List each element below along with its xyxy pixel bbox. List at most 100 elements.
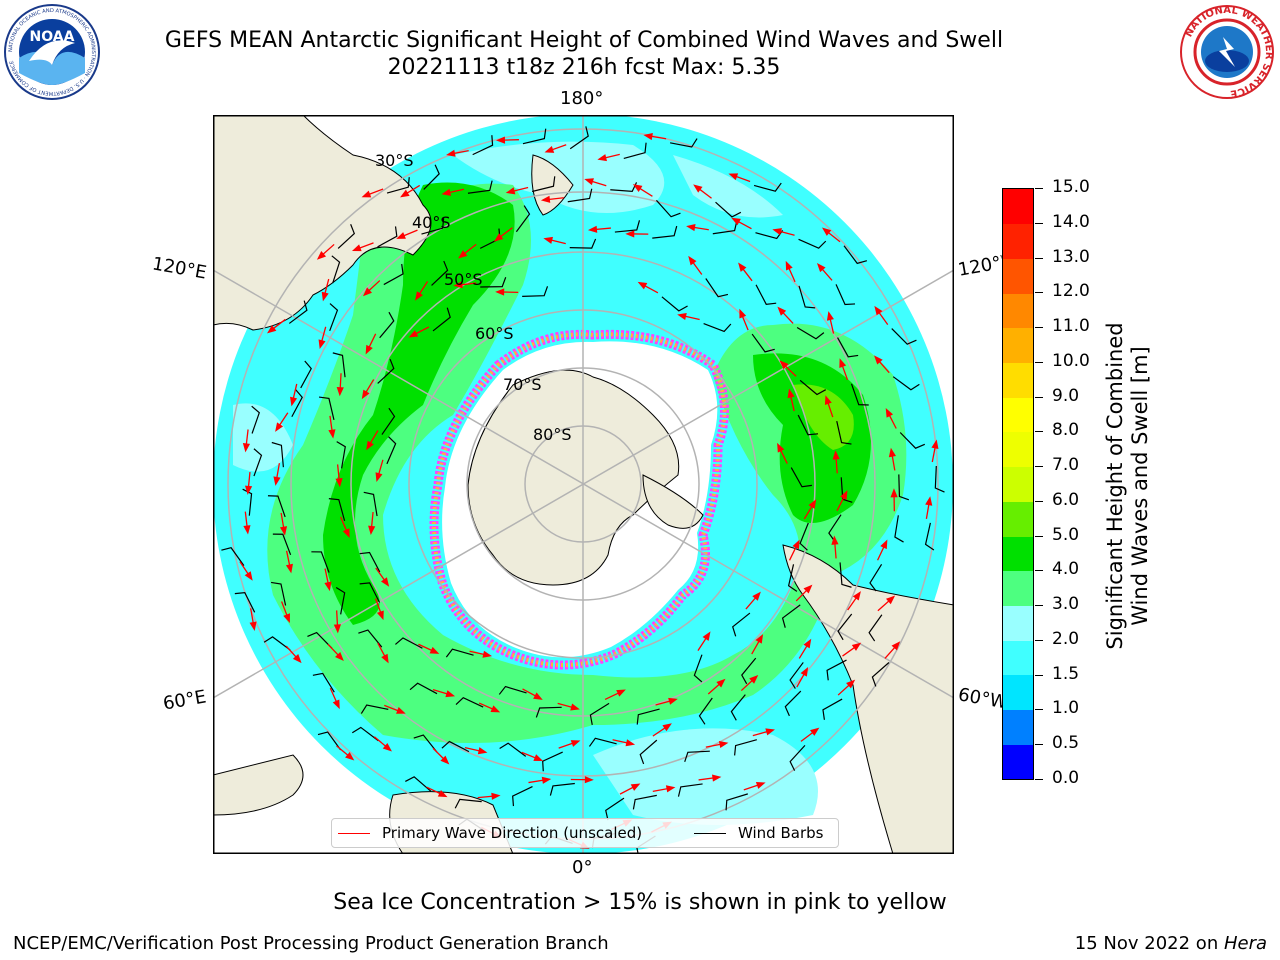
wind-barb <box>703 322 732 333</box>
wave-arrow-head <box>931 439 939 449</box>
wave-arrow-head <box>677 312 687 320</box>
colorbar-tick-label: 0.0 <box>1052 768 1080 788</box>
wave-arrow-head <box>429 646 440 654</box>
colorbar-tick <box>1035 292 1043 294</box>
wind-barb <box>331 255 341 284</box>
wave-arrow-head <box>625 739 636 747</box>
wind-barb <box>781 604 801 628</box>
colorbar-tick <box>1035 709 1043 711</box>
wave-arrow-head <box>792 539 800 550</box>
wind-barb <box>684 750 710 762</box>
wind-barb <box>734 739 757 756</box>
wind-barb <box>381 407 396 435</box>
wave-arrow-head <box>839 358 847 368</box>
wave-arrow-head <box>731 217 741 226</box>
colorbar-tick <box>1035 396 1043 398</box>
wind-barb <box>335 587 346 615</box>
wind-barb <box>567 188 593 203</box>
wave-arrow-head <box>728 173 739 181</box>
wave-arrow-head <box>333 624 341 634</box>
colorbar-tick-label: 0.5 <box>1052 733 1080 754</box>
wind-barb <box>359 582 381 603</box>
wave-arrow-head <box>335 651 344 661</box>
wave-arrow-head <box>540 195 551 203</box>
wave-arrow-head <box>885 595 896 605</box>
footer-date: 15 Nov 2022 on Hera <box>1075 933 1267 954</box>
wave-arrow-head <box>584 178 594 186</box>
colorbar-tick <box>1035 500 1043 502</box>
wave-arrow-head <box>816 263 826 273</box>
wave-arrow-head <box>625 230 635 238</box>
colorbar-tick <box>1035 674 1043 676</box>
colorbar-cell <box>1003 674 1033 711</box>
wave-arrow-head <box>772 228 782 236</box>
wave-arrow-head <box>821 227 832 236</box>
wave-arrow-head <box>382 742 392 752</box>
wave-arrow-head <box>336 387 344 397</box>
colorbar-cell <box>1003 362 1033 398</box>
legend-wave-direction: Primary Wave Direction (unscaled) <box>338 824 642 842</box>
wind-barb <box>837 337 859 358</box>
wave-arrow-head <box>832 450 840 460</box>
colorbar-tick <box>1035 535 1043 537</box>
colorbar-tick-label: 13.0 <box>1052 246 1090 267</box>
wave-arrow-head <box>380 577 390 587</box>
colorbar-tick-label: 14.0 <box>1052 211 1090 232</box>
wave-arrow-head <box>366 440 374 451</box>
wind-barb <box>826 659 847 681</box>
wave-arrow-head <box>851 642 862 651</box>
wind-barb <box>741 657 757 685</box>
wind-barb <box>522 128 547 145</box>
wind-barb <box>312 672 335 693</box>
wind-barb <box>271 581 287 606</box>
wind-barb <box>291 389 303 418</box>
wave-arrow-head <box>749 674 759 684</box>
wave-arrow-head <box>275 422 284 432</box>
wave-arrow-head <box>803 638 812 649</box>
wind-barb <box>639 739 658 765</box>
wind-barb <box>515 205 531 233</box>
wave-arrow-head <box>285 563 293 574</box>
colorbar-tick-label: 2.0 <box>1052 628 1080 649</box>
wind-barb <box>899 432 926 449</box>
map-canvas <box>213 115 954 854</box>
colorbar-tick-label: 1.5 <box>1052 663 1080 684</box>
wave-arrow-head <box>587 225 598 233</box>
footer-date-text: 15 Nov 2022 on <box>1074 933 1224 954</box>
wind-barb <box>405 776 432 792</box>
wave-arrow-head <box>570 740 581 747</box>
wave-arrow-head <box>824 395 832 405</box>
africa-land <box>213 754 304 816</box>
wind-barb <box>522 286 549 297</box>
wave-arrow-head <box>662 723 672 732</box>
wave-arrow-head <box>874 355 883 365</box>
noaa-logo: NOAA NATIONAL OCEANIC AND ATMOSPHERIC AD… <box>3 3 101 101</box>
wave-arrow-head <box>888 447 896 458</box>
wind-barb <box>712 220 738 235</box>
colorbar <box>1002 188 1034 780</box>
wave-arrow-head <box>505 187 516 195</box>
wind-barb <box>669 138 698 148</box>
wind-barb <box>535 706 562 718</box>
wind-barb <box>693 654 703 683</box>
wave-arrow-head <box>242 442 251 453</box>
wave-arrow-head <box>787 388 795 399</box>
wave-arrow-head <box>765 728 775 736</box>
wave-arrow-head <box>279 526 288 536</box>
wave-arrow-head <box>874 305 883 316</box>
wave-arrow-head <box>637 281 648 290</box>
wave-arrow-head <box>544 146 555 153</box>
wave-arrow-head <box>716 678 726 688</box>
colorbar-cell <box>1003 431 1033 468</box>
colorbar-tick <box>1035 222 1043 224</box>
wave-arrow-head <box>826 311 834 321</box>
wind-barb <box>409 682 438 695</box>
wave-arrow-head <box>880 539 888 550</box>
wave-arrow-head <box>445 690 456 698</box>
wave-arrow-head <box>885 408 894 418</box>
colorbar-tick <box>1035 639 1043 641</box>
wave-arrow-head <box>570 703 580 711</box>
nws-logo: NATIONAL WEATHER SERVICE <box>1178 3 1276 101</box>
wave-arrow-head <box>533 754 544 761</box>
wave-arrow-head <box>361 389 370 400</box>
